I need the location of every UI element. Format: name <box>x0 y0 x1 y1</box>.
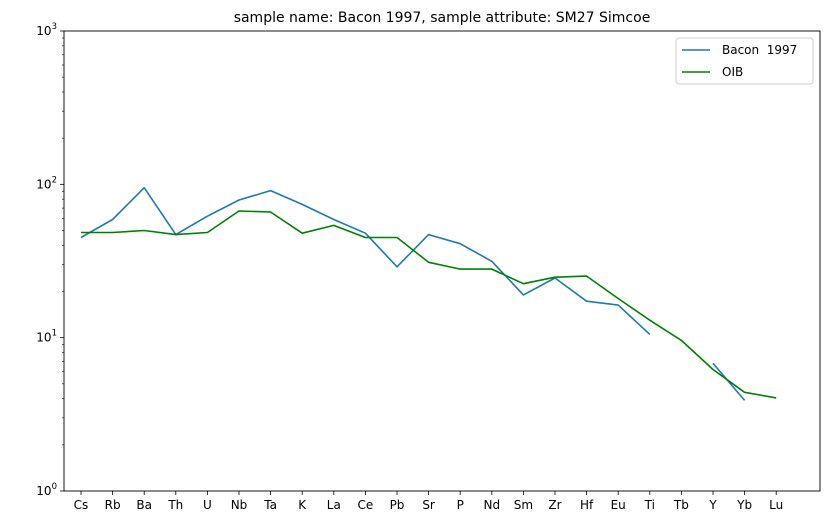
x-tick-label-ta: Ta <box>263 498 277 512</box>
x-tick-label-y: Y <box>708 498 717 512</box>
x-tick-label-yb: Yb <box>736 498 752 512</box>
series-line-bacon-1997 <box>80 186 651 335</box>
x-tick-label-hf: Hf <box>580 498 594 512</box>
legend-label: OIB <box>722 65 743 79</box>
y-tick-label: 101 <box>36 329 57 345</box>
x-tick-label-ce: Ce <box>358 498 374 512</box>
x-tick-label-nd: Nd <box>484 498 501 512</box>
x-tick-label-rb: Rb <box>105 498 121 512</box>
x-tick-label-u: U <box>203 498 212 512</box>
x-tick-label-tb: Tb <box>673 498 689 512</box>
x-tick-label-ti: Ti <box>644 498 655 512</box>
legend-box <box>675 37 814 85</box>
y-tick-label: 100 <box>36 482 57 498</box>
x-tick-label-eu: Eu <box>611 498 626 512</box>
y-tick-label: 103 <box>36 22 57 38</box>
x-tick-label-cs: Cs <box>74 498 89 512</box>
x-tick-label-lu: Lu <box>769 498 783 512</box>
x-tick-label-pb: Pb <box>390 498 405 512</box>
series-line-oib <box>81 210 777 399</box>
legend-label: Bacon 1997 <box>722 43 797 57</box>
x-tick-label-la: La <box>327 498 341 512</box>
chart-title: sample name: Bacon 1997, sample attribut… <box>234 10 651 26</box>
x-tick-label-nb: Nb <box>231 498 248 512</box>
x-tick-label-th: Th <box>167 498 183 512</box>
x-tick-label-ba: Ba <box>136 498 152 512</box>
plot-frame <box>63 30 821 492</box>
x-tick-label-p: P <box>457 498 464 512</box>
x-tick-label-k: K <box>298 498 307 512</box>
y-tick-label: 102 <box>36 175 57 191</box>
x-tick-label-sm: Sm <box>514 498 533 512</box>
x-tick-label-zr: Zr <box>548 498 561 512</box>
x-tick-label-sr: Sr <box>422 498 435 512</box>
